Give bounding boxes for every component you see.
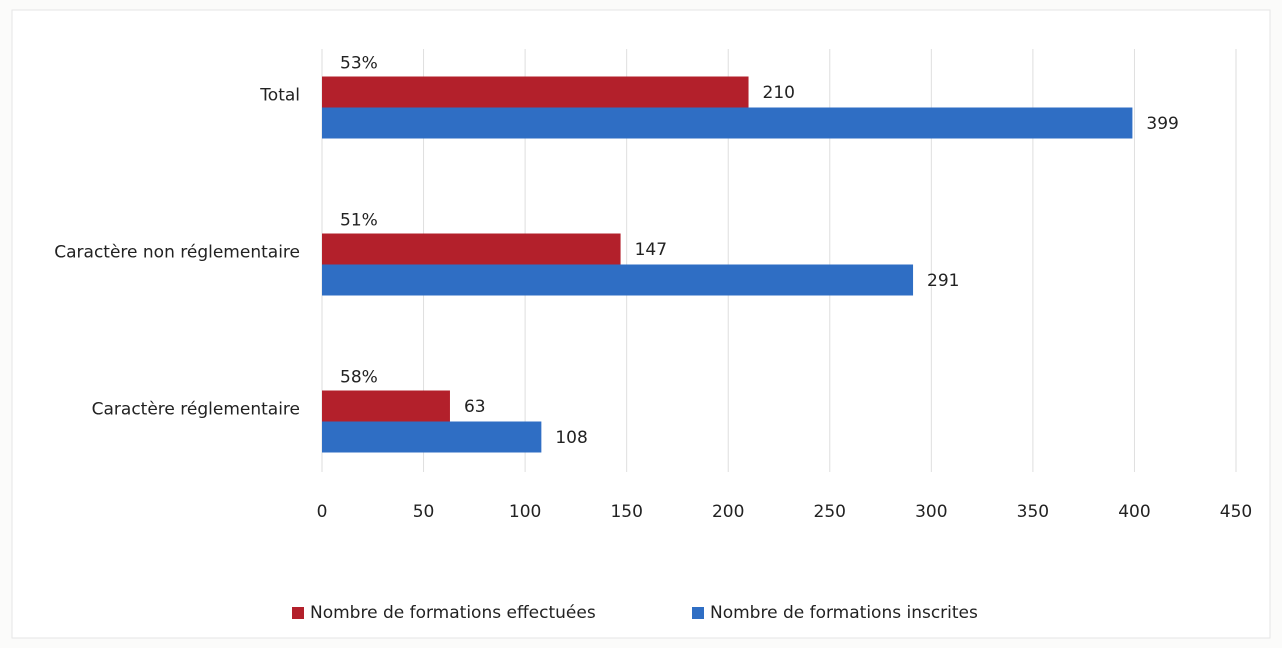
y-tick-label: Total xyxy=(259,86,300,106)
x-tick-label: 450 xyxy=(1220,502,1252,522)
y-tick-label: Caractère non réglementaire xyxy=(54,243,300,263)
x-tick-label: 200 xyxy=(712,502,744,522)
bar xyxy=(322,264,914,296)
annotation: 51% xyxy=(340,211,378,231)
legend-swatch xyxy=(692,607,704,619)
value-label: 63 xyxy=(464,397,486,417)
value-label: 399 xyxy=(1146,114,1178,134)
x-tick-label: 300 xyxy=(915,502,947,522)
value-label: 108 xyxy=(555,428,587,448)
annotation: 53% xyxy=(340,54,378,74)
x-tick-label: 250 xyxy=(814,502,846,522)
legend-label: Nombre de formations inscrites xyxy=(710,603,978,623)
x-tick-label: 150 xyxy=(610,502,642,522)
legend-swatch xyxy=(292,607,304,619)
value-label: 147 xyxy=(635,240,667,260)
bar xyxy=(322,107,1133,139)
bar xyxy=(322,233,621,265)
x-tick-label: 400 xyxy=(1118,502,1150,522)
x-tick-label: 50 xyxy=(413,502,435,522)
value-label: 210 xyxy=(763,83,795,103)
value-label: 291 xyxy=(927,271,959,291)
bar xyxy=(322,76,749,108)
x-tick-label: 100 xyxy=(509,502,541,522)
annotation: 58% xyxy=(340,368,378,388)
y-tick-label: Caractère réglementaire xyxy=(92,400,300,420)
x-tick-label: 350 xyxy=(1017,502,1049,522)
bar xyxy=(322,390,450,422)
legend-label: Nombre de formations effectuées xyxy=(310,603,596,623)
x-tick-label: 0 xyxy=(317,502,328,522)
bar xyxy=(322,421,542,453)
